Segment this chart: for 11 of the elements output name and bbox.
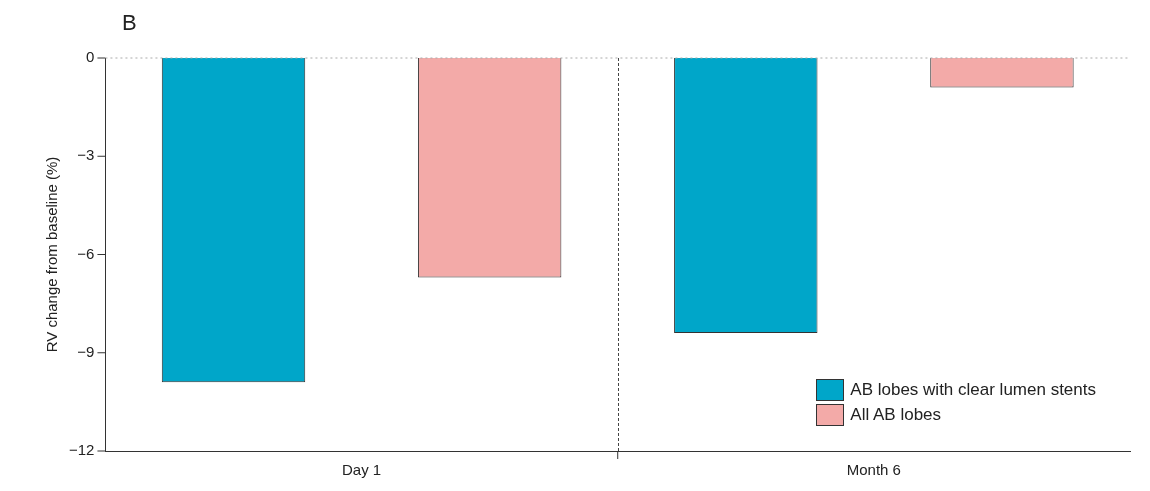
y-axis-title: RV change from baseline (%) (43, 156, 61, 353)
y-tick-label: −6 (77, 244, 95, 262)
x-tick-label: Day 1 (341, 461, 382, 479)
text: B (122, 10, 137, 36)
y-tick-label: −9 (77, 342, 95, 360)
x-tick-label: Month 6 (846, 461, 901, 479)
y-tick-label: −12 (68, 441, 95, 459)
legend-label: AB lobes with clear lumen stents (850, 380, 1096, 400)
y-tick-label: −3 (77, 146, 95, 164)
y-tick-label: 0 (86, 48, 95, 66)
legend-label: All AB lobes (850, 405, 942, 425)
